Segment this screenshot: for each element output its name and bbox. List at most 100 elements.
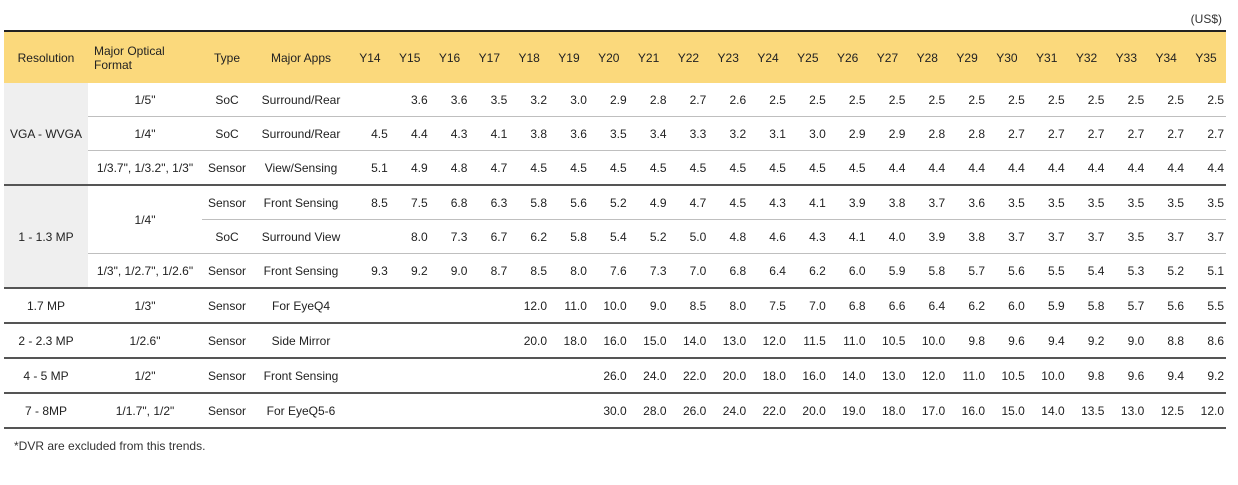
price-cell: 5.3 xyxy=(1106,253,1147,289)
type-cell: Sensor xyxy=(202,185,252,220)
price-cell: 2.5 xyxy=(787,83,828,117)
price-cell: 4.4 xyxy=(1106,150,1147,186)
price-cell: 4.4 xyxy=(987,150,1027,186)
price-cell: 3.9 xyxy=(907,219,948,254)
price-cell: 4.3 xyxy=(429,116,470,151)
price-cell: 10.5 xyxy=(987,358,1027,394)
price-cell: 3.4 xyxy=(628,116,669,151)
price-cell: 8.8 xyxy=(1146,323,1187,359)
price-cell: 8.5 xyxy=(509,253,550,289)
price-cell: 4.4 xyxy=(947,150,987,186)
price-cell: 3.5 xyxy=(987,185,1027,220)
price-cell: 4.1 xyxy=(469,116,510,151)
price-cell: 17.0 xyxy=(907,393,948,429)
price-cell: 5.1 xyxy=(350,150,390,186)
price-cell: 13.0 xyxy=(1106,393,1147,429)
price-cell: 2.7 xyxy=(1106,116,1147,151)
price-cell: 13.5 xyxy=(1066,393,1107,429)
price-cell: 2.8 xyxy=(947,116,987,151)
price-cell: 3.5 xyxy=(1106,185,1147,220)
price-cell: 2.9 xyxy=(588,83,629,117)
price-cell: 7.3 xyxy=(628,253,669,289)
price-cell: 12.0 xyxy=(907,358,948,394)
price-cell: 3.5 xyxy=(1146,185,1187,220)
price-cell: 14.0 xyxy=(668,323,709,359)
header-year: Y32 xyxy=(1075,50,1098,65)
price-cell: 22.0 xyxy=(748,393,788,429)
price-cell: 13.0 xyxy=(708,323,749,359)
price-cell: 5.6 xyxy=(987,253,1027,289)
price-cell xyxy=(350,288,390,324)
price-cell xyxy=(429,393,470,429)
header-year: Y26 xyxy=(836,50,859,65)
header-year: Y14 xyxy=(359,50,381,65)
optical-format-cell: 1/1.7", 1/2" xyxy=(88,393,202,429)
header-year: Y35 xyxy=(1195,50,1217,65)
price-cell: 9.0 xyxy=(628,288,669,324)
price-cell: 2.5 xyxy=(907,83,948,117)
major-app-cell: Front Sensing xyxy=(252,253,350,289)
price-cell: 3.7 xyxy=(907,185,948,220)
price-cell: 9.2 xyxy=(389,253,430,289)
price-cell: 10.0 xyxy=(907,323,948,359)
price-cell: 22.0 xyxy=(668,358,709,394)
price-cell xyxy=(429,323,470,359)
price-cell: 8.6 xyxy=(1186,323,1226,359)
price-cell: 3.6 xyxy=(429,83,470,117)
price-cell: 6.4 xyxy=(748,253,788,289)
table-row: 4 - 5 MP 1/2" Sensor Front Sensing 26.0 24.0 2… xyxy=(4,358,1226,394)
major-app-cell: View/Sensing xyxy=(252,150,350,186)
price-cell: 2.5 xyxy=(827,83,868,117)
price-cell: 14.0 xyxy=(827,358,868,394)
price-cell: 9.0 xyxy=(429,253,470,289)
header-year: Y19 xyxy=(558,50,580,65)
price-cell: 2.7 xyxy=(668,83,709,117)
price-cell: 3.5 xyxy=(1186,185,1226,220)
price-cell: 4.5 xyxy=(708,185,749,220)
header-year: Y30 xyxy=(996,50,1018,65)
price-cell: 3.0 xyxy=(787,116,828,151)
price-cell xyxy=(469,358,510,394)
price-cell: 9.6 xyxy=(1106,358,1147,394)
header-year: Y31 xyxy=(1036,50,1058,65)
price-cell: 4.3 xyxy=(748,185,788,220)
price-cell: 6.3 xyxy=(469,185,510,220)
price-cell: 4.5 xyxy=(668,150,709,186)
price-cell: 4.5 xyxy=(827,150,868,186)
price-cell xyxy=(350,219,390,254)
header-year: Y29 xyxy=(956,50,978,65)
type-cell: SoC xyxy=(202,116,252,151)
price-cell: 7.0 xyxy=(668,253,709,289)
table-row: 7 - 8MP 1/1.7", 1/2" Sensor For EyeQ5-6 30.0… xyxy=(4,393,1226,429)
price-cell: 2.9 xyxy=(867,116,908,151)
header-year: Y34 xyxy=(1155,50,1177,65)
price-cell: 15.0 xyxy=(628,323,669,359)
price-cell xyxy=(509,393,550,429)
header-year: Y16 xyxy=(438,50,461,65)
type-cell: SoC xyxy=(202,219,252,254)
price-cell: 12.0 xyxy=(748,323,788,359)
price-cell: 4.5 xyxy=(350,116,390,151)
price-cell: 2.7 xyxy=(1186,116,1226,151)
price-cell: 4.3 xyxy=(787,219,828,254)
price-cell: 9.4 xyxy=(1146,358,1187,394)
type-cell: SoC xyxy=(202,83,252,117)
price-cell: 18.0 xyxy=(867,393,908,429)
price-cell: 5.7 xyxy=(1106,288,1147,324)
price-cell: 4.5 xyxy=(509,150,550,186)
price-cell: 2.5 xyxy=(1066,83,1107,117)
table-row: SoC Surround View 8.0 7.3 6.7 6.2 5.8 5.4 5.2 5.0… xyxy=(4,219,1226,254)
price-cell: 11.0 xyxy=(549,288,589,324)
resolution-cell: 7 - 8MP xyxy=(4,393,88,429)
price-cell: 2.5 xyxy=(867,83,908,117)
price-cell: 2.5 xyxy=(1026,83,1067,117)
price-cell: 4.4 xyxy=(867,150,908,186)
price-cell: 15.0 xyxy=(987,393,1027,429)
price-cell: 4.5 xyxy=(628,150,669,186)
price-cell: 3.2 xyxy=(708,116,749,151)
price-cell: 3.5 xyxy=(1026,185,1067,220)
header-type: Type xyxy=(213,50,240,65)
major-app-cell: Front Sensing xyxy=(252,358,350,394)
price-cell: 4.1 xyxy=(827,219,868,254)
header-year: Y17 xyxy=(478,50,501,65)
